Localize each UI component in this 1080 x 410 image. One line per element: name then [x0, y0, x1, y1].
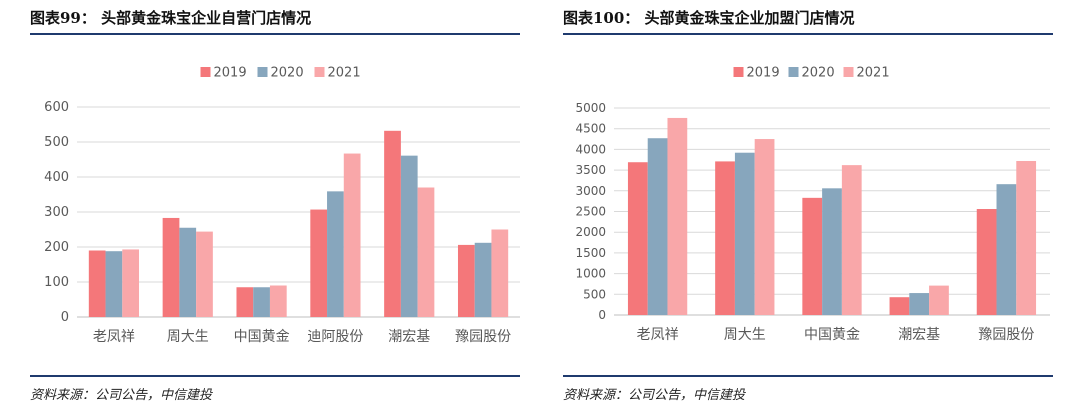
- y-tick-label: 300: [44, 205, 69, 220]
- bar-2019: [236, 287, 254, 317]
- y-tick-label: 2000: [575, 225, 606, 239]
- legend-label: 2020: [271, 66, 304, 81]
- y-tick-label: 100: [44, 275, 69, 290]
- title-text: 头部黄金珠宝企业自营门店情况: [101, 9, 312, 27]
- legend-label: 2021: [857, 66, 890, 81]
- legend-label: 2020: [802, 66, 835, 81]
- y-tick-label: 3000: [575, 184, 606, 198]
- title-rule: [563, 33, 1053, 35]
- legend-swatch-2021: [843, 67, 854, 77]
- y-tick-label: 1500: [575, 246, 606, 260]
- bar-2020: [647, 138, 668, 315]
- source-rule: [30, 375, 520, 377]
- y-tick-label: 400: [44, 170, 69, 185]
- y-tick-label: 200: [44, 240, 69, 255]
- bar-2019: [310, 209, 328, 317]
- bar-2020: [400, 155, 418, 317]
- chart-title-99: 图表99： 头部黄金珠宝企业自营门店情况: [30, 7, 311, 28]
- bar-chart-self-operated-stores: 0 100 200 300 400 500 600 老凤祥 周大生 中国黄金 迪阿股份 潮宏基 豫园股份…: [44, 66, 520, 345]
- legend-swatch-2020: [788, 67, 799, 77]
- legend-swatch-2021: [314, 67, 325, 77]
- chart-panel-100: 图表100： 头部黄金珠宝企业加盟门店情况 0 500 1000 1500 2000 25…: [563, 0, 1053, 410]
- bar-2021: [269, 285, 287, 317]
- bar-2020: [909, 293, 930, 315]
- y-tick-label: 1000: [575, 267, 606, 281]
- title-text: 头部黄金珠宝企业加盟门店情况: [644, 9, 855, 27]
- bar-2020: [734, 152, 755, 315]
- y-tick-label: 500: [583, 287, 606, 301]
- bar-2021: [754, 139, 775, 315]
- bar-2021: [841, 165, 862, 315]
- x-category-label: 周大生: [724, 327, 766, 343]
- x-category-label: 潮宏基: [898, 326, 940, 343]
- bar-2019: [627, 162, 648, 315]
- chart-panel-99: 图表99： 头部黄金珠宝企业自营门店情况 0 100 200 300 400 500 600…: [30, 0, 520, 410]
- bar-2020: [253, 287, 270, 317]
- x-category-label: 迪阿股份: [307, 329, 363, 345]
- source-note: 资料来源：公司公告，中信建投: [563, 388, 746, 403]
- x-category-label: 中国黄金: [234, 328, 290, 345]
- chart-title-100: 图表100： 头部黄金珠宝企业加盟门店情况: [563, 7, 855, 28]
- bar-2021: [491, 229, 509, 317]
- y-tick-label: 600: [44, 100, 69, 115]
- bar-2019: [889, 297, 910, 315]
- legend-swatch-2019: [733, 67, 744, 77]
- bar-2020: [996, 184, 1017, 315]
- y-tick-label: 5000: [575, 101, 606, 115]
- legend-label: 2019: [214, 66, 247, 81]
- title-rule: [30, 33, 520, 35]
- y-tick-label: 500: [44, 135, 69, 150]
- x-category-label: 中国黄金: [804, 326, 860, 343]
- y-tick-label: 0: [598, 308, 606, 322]
- y-tick-label: 3500: [575, 163, 606, 177]
- bar-2020: [105, 251, 123, 317]
- y-tick-label: 4000: [575, 142, 606, 156]
- bar-2021: [196, 231, 213, 317]
- y-tick-label: 4500: [575, 122, 606, 136]
- bar-2019: [384, 130, 401, 317]
- bar-2020: [179, 227, 197, 317]
- bar-2021: [667, 117, 688, 315]
- x-category-label: 周大生: [167, 329, 209, 345]
- bar-2021: [343, 153, 361, 317]
- source-rule: [563, 375, 1053, 377]
- x-category-label: 潮宏基: [388, 328, 430, 345]
- bar-2021: [417, 187, 435, 317]
- bar-2019: [88, 250, 106, 317]
- bar-2021: [122, 249, 140, 317]
- legend-swatch-2019: [200, 67, 211, 77]
- bar-2021: [1016, 160, 1037, 315]
- legend-label: 2019: [747, 66, 780, 81]
- bar-2019: [715, 161, 735, 315]
- source-note: 资料来源：公司公告，中信建投: [30, 388, 213, 403]
- y-tick-label: 2500: [575, 205, 606, 219]
- bar-2019: [162, 217, 180, 317]
- x-category-label: 老凤祥: [93, 329, 135, 345]
- bar-2021: [929, 285, 949, 315]
- legend-label: 2021: [328, 66, 361, 81]
- bar-chart-franchise-stores: 0 500 1000 1500 2000 2500 3000 3500 4000 4500 5000…: [575, 66, 1050, 343]
- bar-2020: [474, 242, 492, 317]
- bar-2019: [802, 197, 823, 315]
- x-category-label: 豫园股份: [978, 327, 1034, 343]
- x-category-label: 豫园股份: [455, 329, 511, 345]
- x-category-label: 老凤祥: [637, 327, 679, 343]
- bar-2020: [822, 188, 842, 315]
- bar-2019: [976, 209, 997, 315]
- legend-swatch-2020: [257, 67, 268, 77]
- bar-2019: [457, 244, 475, 317]
- figure-label: 图表99：: [30, 9, 96, 27]
- figure-label: 图表100：: [563, 9, 640, 27]
- bar-2020: [327, 191, 344, 317]
- y-tick-label: 0: [61, 310, 69, 325]
